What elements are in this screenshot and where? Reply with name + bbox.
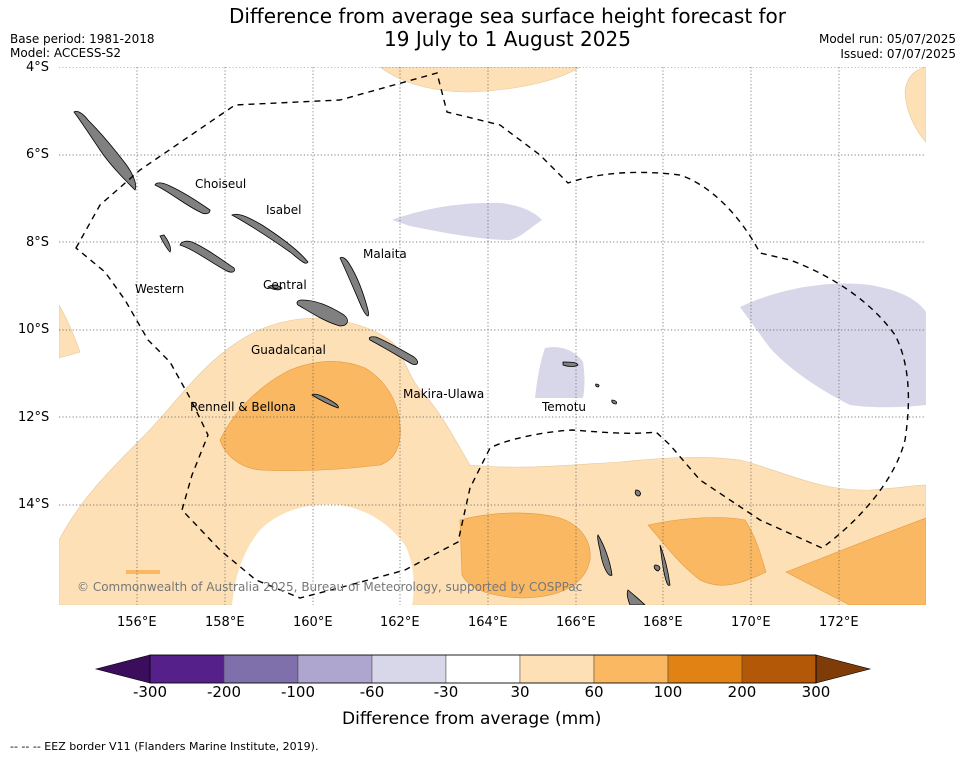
colorbar-segment [593,654,669,684]
island-espiritu-santo [597,534,613,576]
colorbar-tick-label: 100 [653,683,683,701]
lon-label-160e: 160°E [293,615,333,630]
place-label-rennell-bellona: Rennell & Bellona [190,400,297,414]
island-rennell [311,393,339,409]
place-label-malaita: Malaita [363,247,407,261]
anomaly-region-white-south [232,504,414,605]
place-label-isabel: Isabel [266,203,302,217]
colorbar-segment [223,654,299,684]
island-utupua [611,399,618,405]
colorbar-segment [741,654,817,684]
anomaly-region-60-100-south-b [647,517,767,586]
island-malaita [339,256,369,317]
anomaly-region-neg-temotu [535,347,585,398]
lon-label-166e: 166°E [556,615,596,630]
anomaly-region-60-100-strip [126,570,160,574]
colorbar-segment [667,654,743,684]
base-period-label: Base period: 1981-2018 [10,32,155,46]
place-label-makira-ulawa: Makira-Ulawa [403,387,485,401]
lon-label-168e: 168°E [643,615,683,630]
solomon-islands-land [73,110,671,605]
colorbar-tick-label: 60 [584,683,604,701]
island-malekula [626,589,646,605]
anomaly-region-60-100-south-a [459,512,591,599]
colorbar-tick-label: -200 [206,683,242,701]
place-label-western: Western [135,282,185,296]
place-label-choiseul: Choiseul [195,177,247,191]
colorbar-extend-high [815,654,872,684]
place-label-temotu: Temotu [542,400,587,414]
place-label-central: Central [263,278,307,292]
island-banks [634,489,641,497]
island-bougainville [73,110,137,191]
colorbar-tick-label: 30 [510,683,530,701]
map-gridlines [59,67,926,605]
title-line-2: 19 July to 1 August 2025 [384,27,631,51]
copyright-notice: © Commonwealth of Australia 2025, Bureau… [77,580,583,594]
colorbar-tick-label: -100 [280,683,316,701]
title-line-1: Difference from average sea surface heig… [228,4,787,28]
anomaly-region-neg-east [740,283,926,408]
island-maewo [659,544,671,586]
lat-label-10s: 10°S [18,322,50,337]
lon-label-164e: 164°E [468,615,508,630]
island-vanikoro [595,383,600,388]
island-guadalcanal [296,299,348,327]
island-santa-cruz [562,361,579,367]
island-makira [368,336,418,365]
colorbar-segment [149,654,225,684]
colorbar-label: Difference from average (mm) [342,709,602,729]
colorbar-extend-low [94,654,151,684]
island-isabel [231,213,309,264]
sea-height-map [59,67,926,605]
island-choiseul [154,182,211,215]
colorbar-segment [297,654,373,684]
colorbar-segment [371,654,447,684]
lat-label-4s: 4°S [26,60,50,75]
island-vella [159,234,171,253]
colorbar-segment [519,654,595,684]
colorbar-frame [149,654,817,684]
colorbar-tick-label: -30 [433,683,459,701]
place-label-guadalcanal: Guadalcanal [251,343,326,357]
eez-border [75,72,910,599]
map-title: Difference from average sea surface heig… [180,5,835,51]
island-new-georgia [179,240,235,273]
lon-label-162e: 162°E [380,615,420,630]
colorbar [94,654,872,684]
lon-label-172e: 172°E [819,615,859,630]
model-run-label: Model run: 05/07/2025 [818,32,956,46]
eez-legend-note: -- -- -- EEZ border V11 (Flanders Marine… [10,740,319,753]
lat-label-8s: 8°S [26,235,50,250]
lon-label-156e: 156°E [117,615,157,630]
anomaly-region-neg-north [392,202,542,240]
colorbar-tick-label: 300 [801,683,831,701]
island-pentecost [653,564,661,572]
anomaly-region-30-60-northeast [904,67,926,143]
lat-label-14s: 14°S [18,497,50,512]
lat-label-12s: 12°S [18,410,50,425]
anomaly-region-30-60-west [59,304,81,359]
colorbar-tick-label: -60 [359,683,385,701]
lon-label-158e: 158°E [205,615,245,630]
issued-label: Issued: 07/07/2025 [840,47,956,61]
lon-label-170e: 170°E [731,615,771,630]
anomaly-region-60-100-south-c [785,517,926,605]
lat-label-6s: 6°S [26,147,50,162]
island-florida [267,284,283,291]
model-label: Model: ACCESS-S2 [10,46,122,60]
colorbar-tick-label: -300 [132,683,168,701]
anomaly-region-30-60-north [379,67,581,93]
colorbar-segment [445,654,521,684]
colorbar-tick-label: 200 [727,683,757,701]
